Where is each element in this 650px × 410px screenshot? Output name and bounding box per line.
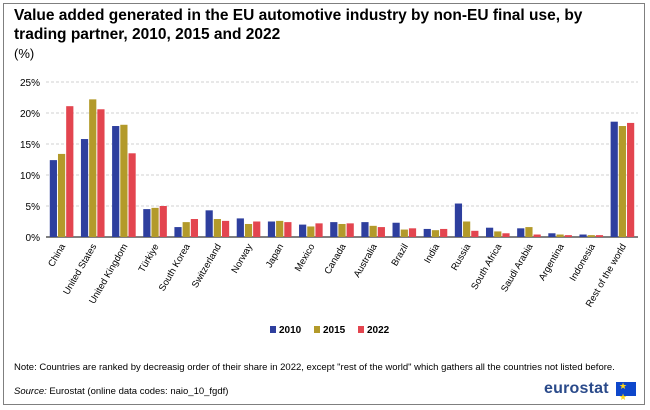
bar-2022 (128, 153, 136, 237)
bar-2022 (595, 235, 604, 237)
chart-title: Value added generated in the EU automoti… (14, 7, 583, 43)
x-tick-label: China (46, 241, 68, 269)
footnote: Note: Countries are ranked by decreasig … (14, 362, 615, 373)
x-tick-label: Russia (449, 241, 473, 272)
unit-label: (%) (14, 46, 35, 61)
y-tick-label: 25% (20, 78, 40, 89)
bar-2015 (494, 231, 502, 237)
y-tick-label: 5% (26, 202, 41, 213)
bar-2022 (627, 122, 635, 237)
legend-swatch-2022 (358, 326, 364, 333)
x-tick-label: Mexico (293, 242, 318, 274)
bar-2022 (564, 235, 572, 237)
bar-2015 (525, 227, 533, 237)
x-tick-label: Switzerland (190, 242, 224, 290)
x-tick-label: Türkiye (137, 242, 162, 274)
bar-2022 (440, 228, 448, 237)
bar-2010 (236, 218, 244, 237)
bar-2010 (610, 121, 618, 237)
bar-2010 (49, 160, 57, 237)
bar-2022 (346, 223, 354, 237)
bar-2022 (159, 206, 167, 237)
bar-2015 (244, 223, 253, 237)
x-tick-label: Indonesia (568, 241, 598, 283)
bar-2022 (66, 106, 74, 238)
bar-2015 (463, 221, 471, 237)
bar-2015 (400, 229, 408, 237)
bar-2015 (89, 99, 97, 237)
legend-label: 2015 (323, 325, 346, 336)
bar-2010 (112, 126, 120, 237)
chart-frame (3, 3, 645, 405)
y-tick-label: 0% (26, 233, 41, 244)
x-tick-label: South Korea (157, 241, 193, 293)
bar-2022 (190, 219, 199, 237)
bar-2015 (307, 226, 315, 237)
bar-2015 (182, 222, 190, 237)
bar-2010 (267, 221, 276, 237)
bar-2010 (143, 209, 151, 237)
bar-2015 (120, 124, 128, 237)
x-tick-label: South Africa (469, 241, 504, 291)
bar-2010 (330, 222, 338, 237)
x-tick-label: Canada (322, 241, 349, 276)
bar-2010 (485, 227, 494, 237)
bar-2022 (253, 221, 261, 237)
bar-2015 (57, 153, 66, 237)
x-tick-label: Brazil (390, 242, 411, 268)
bar-2010 (205, 210, 213, 237)
source-line: Source: Eurostat (online data codes: nai… (14, 386, 228, 397)
bar-2022 (377, 227, 385, 237)
bar-2010 (80, 139, 89, 237)
bar-2015 (213, 219, 221, 237)
bar-2022 (221, 220, 230, 237)
x-tick-label: Argentina (537, 241, 567, 282)
source-label: Source: (14, 386, 47, 397)
legend-label: 2010 (279, 325, 302, 336)
legend-swatch-2010 (270, 326, 276, 333)
eurostat-logo: eurostat (544, 380, 609, 397)
bar-2022 (502, 233, 510, 237)
bar-2022 (97, 109, 105, 237)
bar-2010 (548, 233, 556, 237)
bar-2010 (517, 228, 525, 237)
bar-2010 (454, 203, 463, 237)
y-tick-label: 20% (20, 109, 40, 120)
bar-2022 (408, 228, 417, 237)
bar-2015 (276, 220, 284, 237)
bar-2022 (284, 222, 292, 237)
bar-2015 (556, 234, 564, 237)
bar-2010 (361, 222, 369, 237)
bar-2010 (423, 228, 431, 237)
bar-2015 (431, 230, 440, 237)
x-tick-label: Saudi Arabia (499, 241, 536, 294)
bar-2015 (618, 126, 627, 237)
x-tick-label: Australia (352, 241, 380, 279)
bar-2015 (369, 225, 377, 237)
eu-flag-icon: ★ ★ (616, 381, 636, 402)
x-tick-label: Norway (229, 242, 255, 276)
bar-2010 (579, 234, 587, 237)
bar-2015 (151, 207, 159, 237)
bar-2010 (392, 222, 400, 237)
bar-2015 (338, 223, 346, 237)
bar-2022 (533, 234, 541, 237)
bar-2010 (299, 224, 307, 237)
legend-swatch-2015 (314, 326, 320, 333)
legend-label: 2022 (367, 325, 390, 336)
y-tick-label: 15% (20, 140, 40, 151)
x-tick-label: Japan (264, 242, 286, 270)
x-tick-label: India (422, 241, 442, 265)
bar-2015 (587, 235, 595, 237)
bar-2022 (471, 230, 479, 237)
bar-2010 (174, 227, 182, 237)
y-tick-label: 10% (20, 171, 40, 182)
bar-2022 (315, 223, 323, 237)
source-text: Eurostat (online data codes: naio_10_fgd… (46, 386, 229, 397)
